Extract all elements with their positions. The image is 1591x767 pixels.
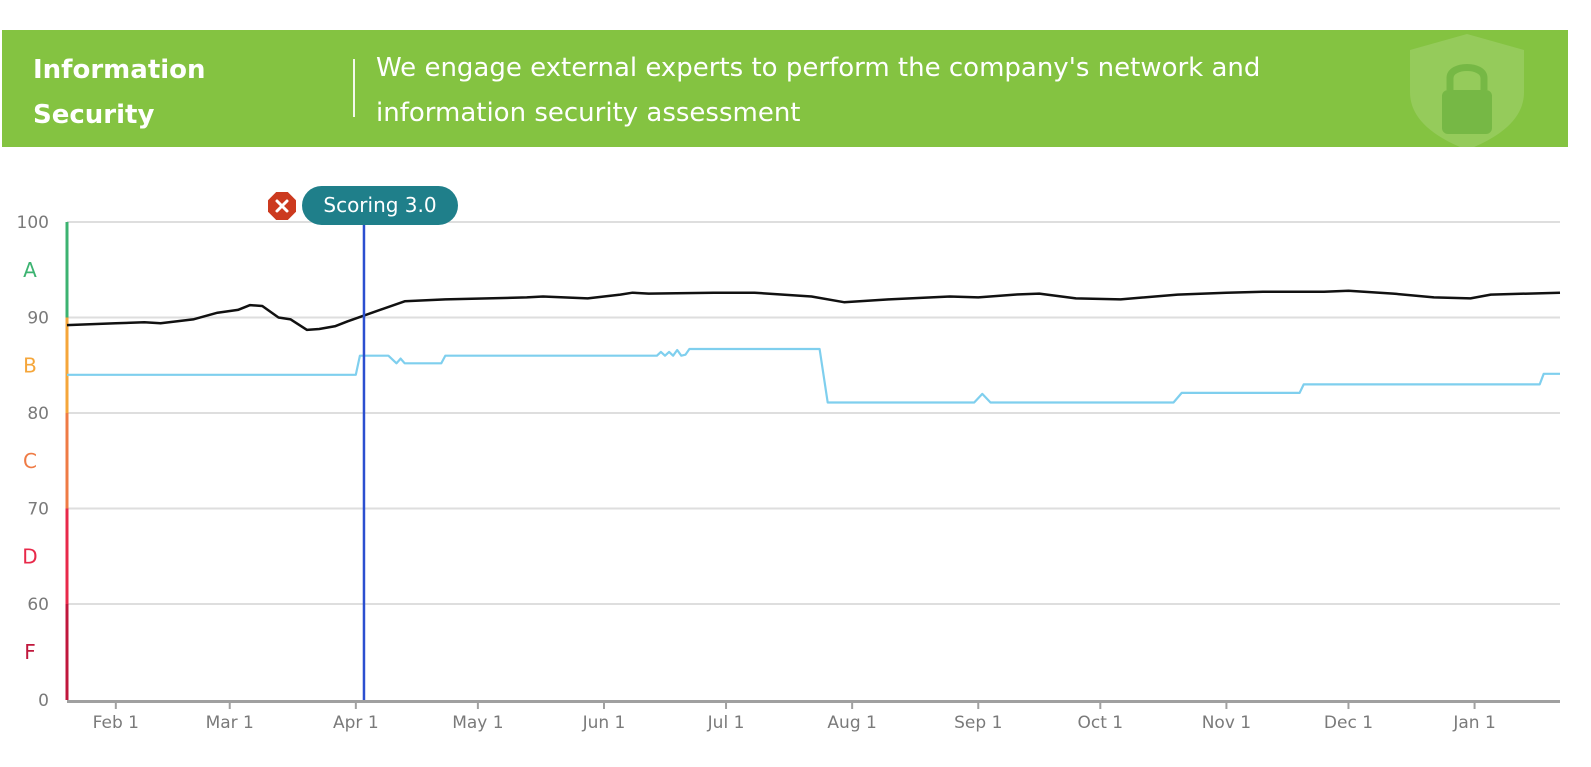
x-tick-label: Aug 1 (827, 713, 876, 733)
grade-band-a (65, 222, 69, 318)
y-tick-60: 60 (27, 595, 49, 615)
page-title: Information Security Maturity Rating (33, 48, 333, 147)
grade-label-d: D (22, 544, 37, 568)
y-tick-80: 80 (27, 404, 49, 424)
x-tick-label: Sep 1 (954, 713, 1002, 733)
series-line-2 (67, 347, 1560, 404)
rating-chart: 0 60 70 80 90 100 A B C D F Feb 1 Mar 1 Apr 1 May 1 J… (17, 213, 1561, 733)
x-tick-label: Nov 1 (1202, 713, 1251, 733)
grade-label-b: B (23, 353, 37, 377)
grade-band-c (65, 413, 69, 509)
grade-band-b (65, 317, 69, 413)
x-tick-label: May 1 (452, 713, 503, 733)
x-tick-label: Jun 1 (582, 713, 626, 733)
grade-label-a: A (23, 258, 37, 282)
header-divider (353, 59, 355, 117)
x-tick-label: Apr 1 (333, 713, 379, 733)
y-tick-90: 90 (27, 309, 49, 329)
series-line-1 (66, 289, 1561, 332)
description-line-2: information security assessment (376, 98, 801, 128)
grade-label-f: F (24, 640, 36, 664)
grid-lines (67, 221, 1560, 605)
header-banner: Information Security Maturity Rating We … (2, 30, 1568, 147)
y-tick-100: 100 (17, 213, 49, 233)
scoring-badge[interactable]: Scoring 3.0 (302, 186, 458, 225)
grade-band-f (65, 604, 69, 700)
x-axis: Feb 1 Mar 1 Apr 1 May 1 Jun 1 Jul 1 Aug 1 Sep 1… (67, 700, 1560, 733)
y-tick-0: 0 (38, 691, 49, 711)
grade-bands (65, 222, 69, 700)
grade-labels: A B C D F (22, 258, 37, 664)
x-tick-label: Jul 1 (707, 713, 745, 733)
grade-label-c: C (23, 449, 37, 473)
x-tick-label: Dec 1 (1324, 713, 1373, 733)
header-description: We engage external experts to perform th… (376, 46, 1336, 136)
shield-lock-icon (1410, 34, 1524, 147)
chart-series (66, 289, 1561, 404)
y-axis-ticks: 0 60 70 80 90 100 (17, 213, 49, 711)
x-tick-label: Feb 1 (93, 713, 139, 733)
grade-band-d (65, 508, 69, 604)
x-tick-label: Mar 1 (206, 713, 254, 733)
description-line-1: We engage external experts to perform th… (376, 53, 1261, 83)
y-tick-70: 70 (27, 500, 49, 520)
close-icon[interactable] (268, 192, 296, 220)
title-line-2: Maturity Rating (33, 138, 333, 147)
x-tick-label: Oct 1 (1077, 713, 1123, 733)
x-tick-label: Jan 1 (1452, 713, 1495, 733)
title-line-1: Information Security (33, 55, 206, 130)
